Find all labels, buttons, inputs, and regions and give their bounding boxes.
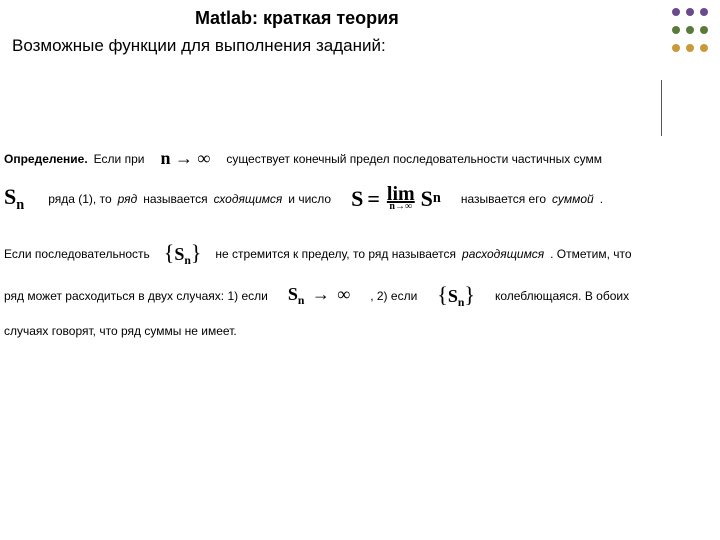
formula-s-eq-lim-sn: S = lim n→∞ Sn bbox=[351, 186, 441, 212]
text-fragment: и число bbox=[288, 192, 331, 206]
decorative-dots bbox=[672, 8, 708, 62]
rbrace-icon: } bbox=[464, 282, 475, 307]
dot-icon bbox=[700, 44, 708, 52]
sub-n: n bbox=[16, 197, 24, 213]
dot-icon bbox=[686, 8, 694, 16]
var-n: n bbox=[160, 148, 170, 168]
formula-sn: Sn bbox=[4, 184, 24, 214]
lbrace-icon: { bbox=[164, 240, 175, 265]
sub-n: n bbox=[433, 190, 441, 207]
lbrace-icon: { bbox=[437, 282, 448, 307]
arrow-icon: → bbox=[175, 148, 193, 168]
text-fragment: ряда (1), то bbox=[48, 192, 111, 206]
text-fragment: . bbox=[600, 192, 603, 206]
text-fragment-italic: суммой bbox=[552, 192, 594, 206]
var-s: S bbox=[288, 284, 298, 304]
var-s: S bbox=[4, 184, 16, 209]
decorative-line bbox=[661, 80, 662, 136]
var-s: S bbox=[421, 186, 433, 212]
dot-icon bbox=[672, 44, 680, 52]
dot-icon bbox=[686, 26, 694, 34]
page-subtitle: Возможные функции для выполнения заданий… bbox=[12, 36, 386, 56]
text-fragment: называется его bbox=[461, 192, 546, 206]
text-fragment: колеблющаяся. В обоих bbox=[495, 289, 629, 303]
var-s: S bbox=[448, 286, 458, 306]
text-fragment-italic: ряд bbox=[118, 192, 138, 206]
text-fragment: ряд может расходиться в двух случаях: 1)… bbox=[4, 289, 268, 303]
text-fragment: , 2) если bbox=[370, 289, 417, 303]
rbrace-icon: } bbox=[191, 240, 202, 265]
lim-subscript: n→∞ bbox=[389, 203, 412, 212]
formula-sn-to-inf: Sn → ∞ bbox=[288, 284, 350, 308]
definition-row-4: ряд может расходиться в двух случаях: 1)… bbox=[4, 282, 629, 310]
sub-n: n bbox=[298, 294, 305, 307]
formula-n-to-inf: n → ∞ bbox=[160, 148, 210, 170]
dot-icon bbox=[700, 26, 708, 34]
definition-row-5: случаях говорят, что ряд суммы не имеет. bbox=[4, 324, 237, 338]
definition-row-1: Определение. Если при n → ∞ существует к… bbox=[4, 148, 602, 170]
definition-row-2: Sn ряда (1), то ряд называется сходящимс… bbox=[4, 184, 603, 214]
infinity-icon: ∞ bbox=[337, 284, 350, 304]
var-s: S bbox=[174, 244, 184, 264]
dot-icon bbox=[686, 44, 694, 52]
formula-sequence-sn: {Sn} bbox=[437, 282, 475, 310]
limit-operator: lim n→∞ bbox=[387, 186, 415, 212]
text-fragment: случаях говорят, что ряд суммы не имеет. bbox=[4, 324, 237, 338]
dot-icon bbox=[672, 26, 680, 34]
text-fragment: Если последовательность bbox=[4, 247, 150, 261]
text-fragment-italic: расходящимся bbox=[462, 247, 544, 261]
definition-label: Определение. bbox=[4, 152, 88, 166]
text-fragment: Если при bbox=[94, 152, 145, 166]
equals-sign: = bbox=[367, 186, 380, 212]
definition-row-3: Если последовательность {Sn} не стремитс… bbox=[4, 240, 632, 268]
page-title: Matlab: краткая теория bbox=[195, 8, 399, 29]
dot-icon bbox=[672, 8, 680, 16]
text-fragment: . Отметим, что bbox=[550, 247, 631, 261]
var-s: S bbox=[351, 186, 363, 212]
text-fragment: существует конечный предел последователь… bbox=[226, 152, 602, 166]
text-fragment: называется bbox=[143, 192, 207, 206]
text-fragment-italic: сходящимся bbox=[214, 192, 283, 206]
infinity-icon: ∞ bbox=[197, 148, 210, 168]
arrow-icon: → bbox=[312, 284, 330, 304]
dot-icon bbox=[700, 8, 708, 16]
formula-sequence-sn: {Sn} bbox=[164, 240, 202, 268]
text-fragment: не стремится к пределу, то ряд называетс… bbox=[215, 247, 456, 261]
